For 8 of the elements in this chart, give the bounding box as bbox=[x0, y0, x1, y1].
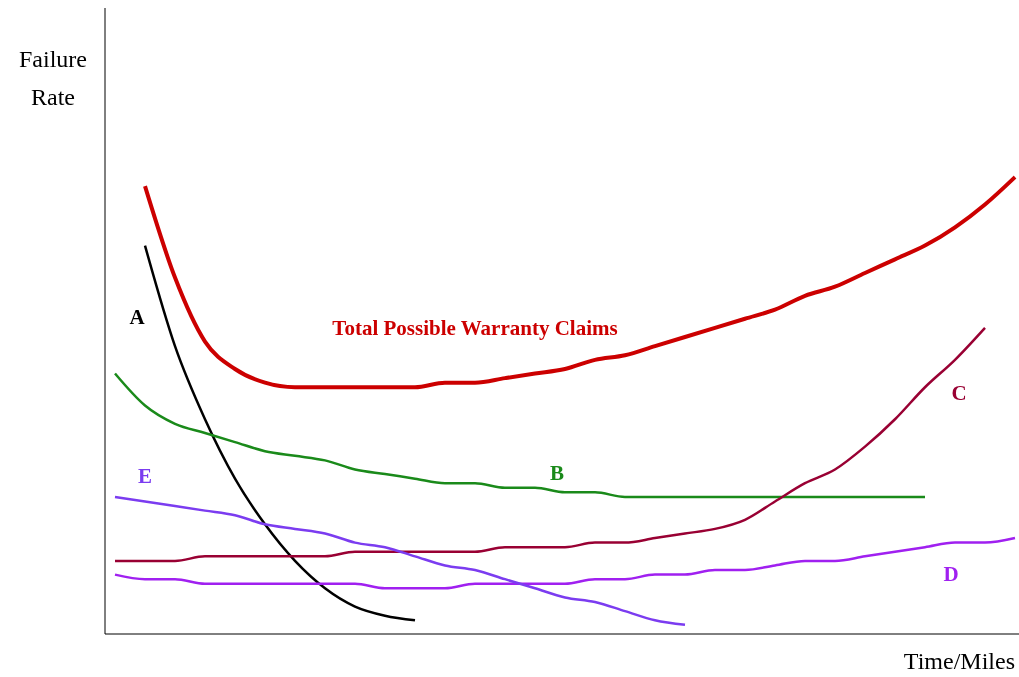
series-label: D bbox=[943, 561, 959, 586]
series-label: C bbox=[951, 380, 967, 405]
series-label: B bbox=[549, 461, 565, 486]
series-label: Total Possible Warranty Claims bbox=[332, 315, 618, 340]
series-label: E bbox=[137, 464, 153, 489]
series-label: A bbox=[129, 305, 146, 330]
y-axis-title: Failure Rate bbox=[18, 45, 88, 112]
x-axis-title: Time/Miles bbox=[903, 648, 1015, 675]
